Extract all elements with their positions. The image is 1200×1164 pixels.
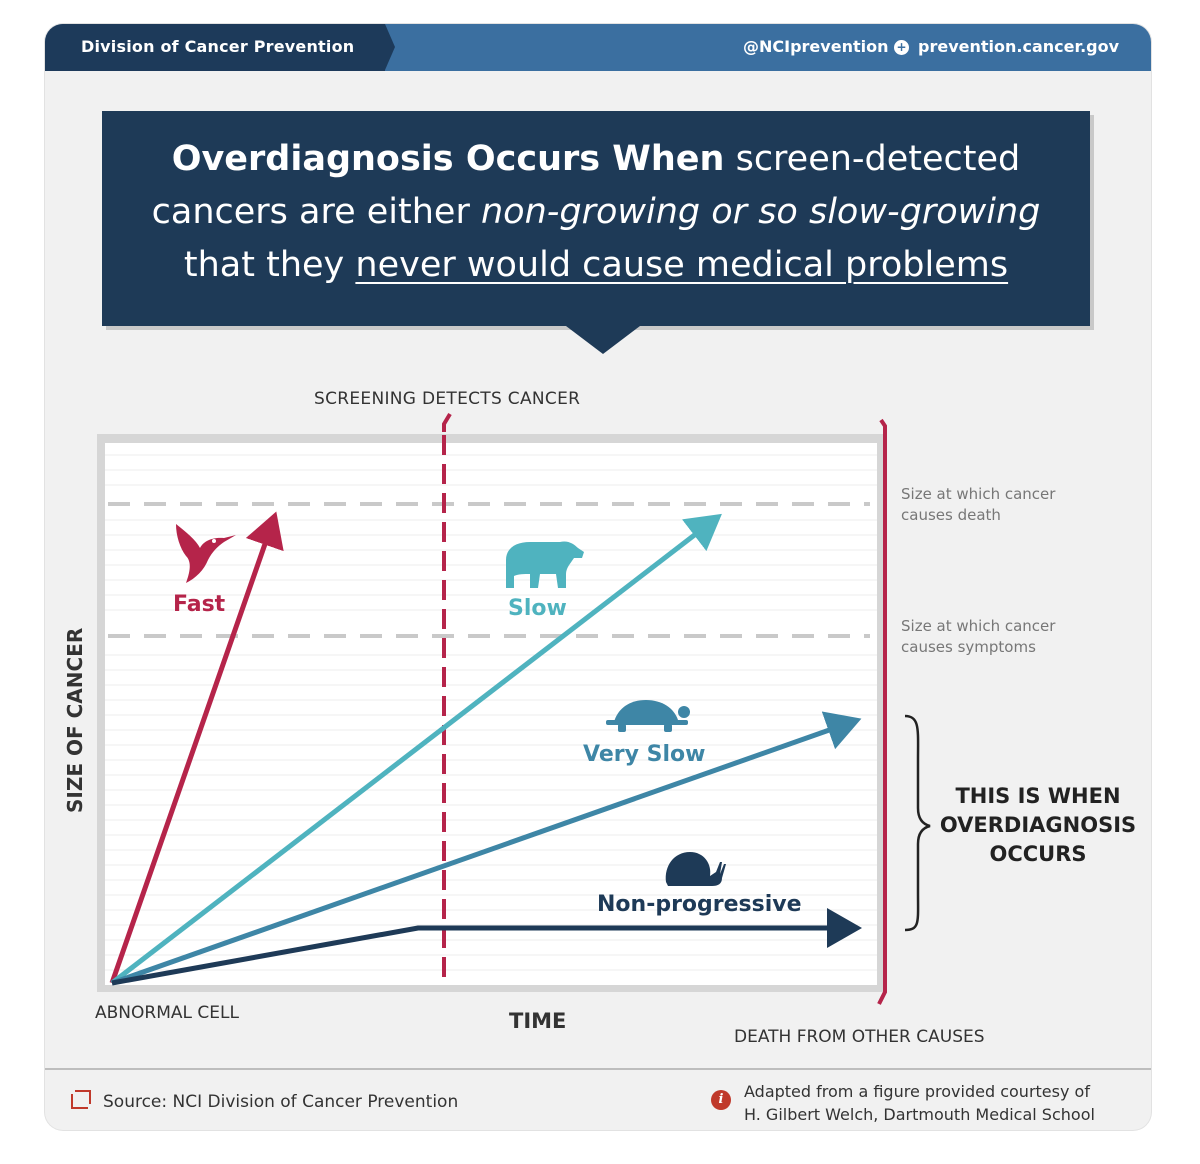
threshold-death-line1: Size at which cancer [901, 485, 1056, 503]
headline-line3-plain: that they [183, 245, 356, 285]
credit-line1: Adapted from a figure provided courtesy … [744, 1082, 1090, 1101]
headline-line2-plain: cancers are either [151, 192, 481, 232]
turtle-icon [606, 700, 690, 732]
series-label-very-slow: Very Slow [583, 742, 705, 767]
origin-label: ABNORMAL CELL [95, 1003, 239, 1023]
credit-line2: H. Gilbert Welch, Dartmouth Medical Scho… [744, 1105, 1095, 1124]
overdiagnosis-bracket [904, 714, 931, 932]
headline-line3-underlined: never would cause medical problems [355, 245, 1009, 285]
website-link[interactable]: prevention.cancer.gov [918, 37, 1120, 56]
threshold-death-line2: causes death [901, 506, 1001, 524]
credit-text: Adapted from a figure provided courtesy … [744, 1080, 1095, 1126]
series-label-non-progressive: Non-progressive [597, 892, 802, 917]
plot-stripes [105, 454, 877, 971]
twitter-handle-link[interactable]: @NCIprevention [743, 37, 889, 56]
headline-banner: Overdiagnosis Occurs When screen-detecte… [102, 111, 1090, 326]
headline-line2-italic: non-growing or so slow-growing [480, 192, 1041, 232]
polar-bear-icon [506, 541, 584, 588]
death-other-causes-label: DEATH FROM OTHER CAUSES [734, 1027, 985, 1047]
snail-icon [665, 852, 726, 886]
info-icon: i [711, 1090, 731, 1110]
header-chevron-icon [385, 24, 395, 70]
very-slow-arrow [111, 711, 862, 986]
footer-divider [45, 1068, 1151, 1070]
header-division-block [45, 24, 385, 71]
series-label-fast: Fast [173, 592, 226, 617]
threshold-symptoms-line2: causes symptoms [901, 638, 1036, 656]
overdiagnosis-note-line3: OCCURS [989, 842, 1086, 866]
overdiagnosis-note-line1: THIS IS WHEN [955, 784, 1120, 808]
fast-arrow [109, 511, 284, 984]
screening-line-cap [442, 412, 452, 432]
source-link[interactable]: Source: NCI Division of Cancer Preventio… [103, 1092, 459, 1112]
overdiagnosis-note-line2: OVERDIAGNOSIS [940, 813, 1136, 837]
external-link-icon [71, 1094, 88, 1109]
threshold-symptoms-line1: Size at which cancer [901, 617, 1056, 635]
y-axis-label: SIZE OF CANCER [63, 628, 87, 813]
x-axis-label: TIME [509, 1009, 566, 1033]
non-progressive-arrow [111, 908, 862, 986]
external-link-arrow-icon [75, 1090, 91, 1104]
headline-line1-rest: screen-detected [724, 139, 1021, 179]
series-label-slow: Slow [508, 596, 567, 621]
death-other-causes-line [877, 418, 887, 1005]
headline-bold: Overdiagnosis Occurs When [171, 139, 725, 179]
screening-label: SCREENING DETECTS CANCER [314, 389, 580, 409]
banner-pointer [566, 326, 640, 354]
plus-icon: + [894, 40, 909, 55]
division-label[interactable]: Division of Cancer Prevention [81, 37, 355, 56]
slow-arrow [110, 513, 722, 985]
hummingbird-icon [176, 524, 236, 583]
headline-text: Overdiagnosis Occurs When screen-detecte… [102, 133, 1090, 292]
